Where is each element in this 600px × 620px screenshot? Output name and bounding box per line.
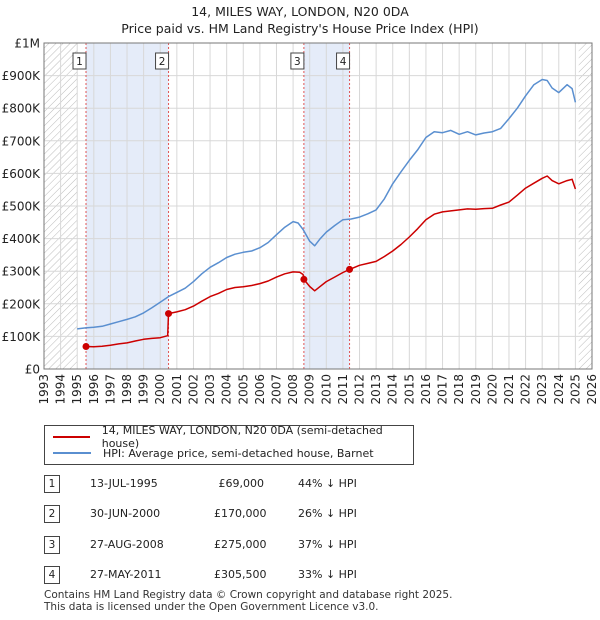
- x-tick-label: 2005: [236, 374, 250, 405]
- sale-date: 27-MAY-2011: [90, 568, 162, 581]
- sale-marker-label: 1: [76, 56, 83, 68]
- x-tick-label: 2018: [452, 374, 466, 405]
- footer-line-2: This data is licensed under the Open Gov…: [44, 601, 379, 613]
- legend: 14, MILES WAY, LONDON, N20 0DA (semi-det…: [44, 424, 414, 465]
- sale-point: [300, 275, 308, 283]
- y-tick-label: £900K: [2, 69, 42, 83]
- sale-marker-box: [72, 52, 87, 70]
- sale-marker-label: 2: [159, 56, 166, 68]
- x-tick-label: 2015: [402, 374, 416, 405]
- x-tick-label: 2002: [186, 374, 200, 405]
- x-tick-label: 2024: [552, 374, 566, 405]
- y-tick-label: £0: [25, 363, 40, 377]
- sale-price: £170,000: [214, 507, 267, 520]
- chart-subtitle: Price paid vs. HM Land Registry's House …: [121, 21, 479, 36]
- x-tick-label: 1994: [54, 374, 68, 405]
- x-tick-label: 2026: [585, 374, 599, 405]
- sale-hpi-delta: 44% ↓ HPI: [298, 477, 357, 490]
- sale-marker-box: [336, 52, 351, 70]
- footer-line-1: Contains HM Land Registry data © Crown c…: [44, 589, 453, 601]
- y-tick-label: £200K: [2, 297, 42, 311]
- price-chart: 1 2 3 4 £0 £100K £200K £300K £400K £500K £600K £70…: [2, 37, 599, 405]
- table-row: 1 13-JUL-1995 £69,000 44% ↓ HPI: [44, 475, 584, 495]
- x-tick-label: 2022: [519, 374, 533, 405]
- x-tick-label: 2010: [319, 374, 333, 405]
- sale-point: [165, 310, 173, 318]
- x-tick-label: 2009: [303, 374, 317, 405]
- sale-hpi-delta: 33% ↓ HPI: [298, 568, 357, 581]
- x-tick-label: 2006: [253, 374, 267, 405]
- sale-badge: 2: [44, 505, 60, 523]
- x-tick-label: 1996: [87, 374, 101, 405]
- sale-badge: 4: [44, 566, 60, 584]
- x-tick-label: 2012: [353, 374, 367, 405]
- y-tick-label: £600K: [2, 167, 42, 181]
- y-tick-label: £500K: [2, 200, 42, 214]
- sale-date: 13-JUL-1995: [90, 477, 158, 490]
- sale-badge: 3: [44, 536, 60, 554]
- x-tick-label: 1995: [70, 374, 84, 405]
- legend-item-property: 14, MILES WAY, LONDON, N20 0DA (semi-det…: [53, 424, 413, 450]
- sale-marker-label: 4: [340, 56, 347, 68]
- sale-date: 27-AUG-2008: [90, 538, 164, 551]
- y-tick-label: £100K: [2, 330, 42, 344]
- table-row: 3 27-AUG-2008 £275,000 37% ↓ HPI: [44, 536, 584, 556]
- x-tick-label: 2001: [170, 374, 184, 405]
- x-tick-label: 2019: [469, 374, 483, 405]
- x-tick-label: 2013: [369, 374, 383, 405]
- y-tick-label: £800K: [2, 102, 42, 116]
- x-tick-label: 2004: [220, 374, 234, 405]
- legend-item-hpi: HPI: Average price, semi-detached house,…: [53, 445, 374, 461]
- sale-hpi-delta: 26% ↓ HPI: [298, 507, 357, 520]
- x-tick-label: 2007: [269, 374, 283, 405]
- sale-price: £275,000: [214, 538, 267, 551]
- legend-label-property: 14, MILES WAY, LONDON, N20 0DA (semi-det…: [101, 424, 383, 450]
- legend-swatch-hpi: [53, 452, 91, 454]
- x-tick-label: 1999: [137, 374, 151, 405]
- sale-marker-box: [155, 52, 170, 70]
- y-tick-label: £700K: [2, 134, 42, 148]
- x-tick-label: 2014: [386, 374, 400, 405]
- x-tick-label: 2020: [485, 374, 499, 405]
- sale-price: £305,500: [214, 568, 267, 581]
- plot-frame: [43, 42, 593, 370]
- sale-date: 30-JUN-2000: [90, 507, 161, 520]
- x-tick-label: 2000: [153, 374, 167, 405]
- y-tick-label: £400K: [2, 232, 42, 246]
- x-tick-label: 2003: [203, 374, 217, 405]
- series-line-property: [85, 175, 577, 348]
- sale-badge: 1: [44, 475, 60, 493]
- x-tick-label: 2008: [286, 374, 300, 405]
- sale-point: [346, 265, 354, 273]
- x-tick-label: 1997: [103, 374, 117, 405]
- sale-marker-box: [290, 52, 305, 70]
- x-tick-label: 2017: [436, 374, 450, 405]
- series-line-hpi: [77, 78, 577, 330]
- x-tick-label: 2016: [419, 374, 433, 405]
- x-tick-label: 1993: [37, 374, 51, 405]
- x-tick-label: 2021: [502, 374, 516, 405]
- y-tick-label: £300K: [2, 265, 42, 279]
- x-tick-label: 2011: [336, 374, 350, 405]
- table-row: 4 27-MAY-2011 £305,500 33% ↓ HPI: [44, 566, 584, 586]
- sale-price: £69,000: [218, 477, 265, 490]
- x-tick-label: 2025: [568, 374, 582, 405]
- footer-attribution: Contains HM Land Registry data © Crown c…: [44, 589, 452, 613]
- chart-title: 14, MILES WAY, LONDON, N20 0DA: [191, 4, 409, 19]
- x-tick-label: 1998: [120, 374, 134, 405]
- table-row: 2 30-JUN-2000 £170,000 26% ↓ HPI: [44, 505, 584, 525]
- legend-label-hpi: HPI: Average price, semi-detached house,…: [103, 446, 374, 460]
- legend-swatch-property: [53, 436, 90, 438]
- sale-point: [82, 343, 90, 351]
- x-tick-label: 2023: [535, 374, 549, 405]
- y-tick-label: £1M: [14, 37, 40, 51]
- sale-marker-label: 3: [294, 56, 301, 68]
- sale-hpi-delta: 37% ↓ HPI: [298, 538, 357, 551]
